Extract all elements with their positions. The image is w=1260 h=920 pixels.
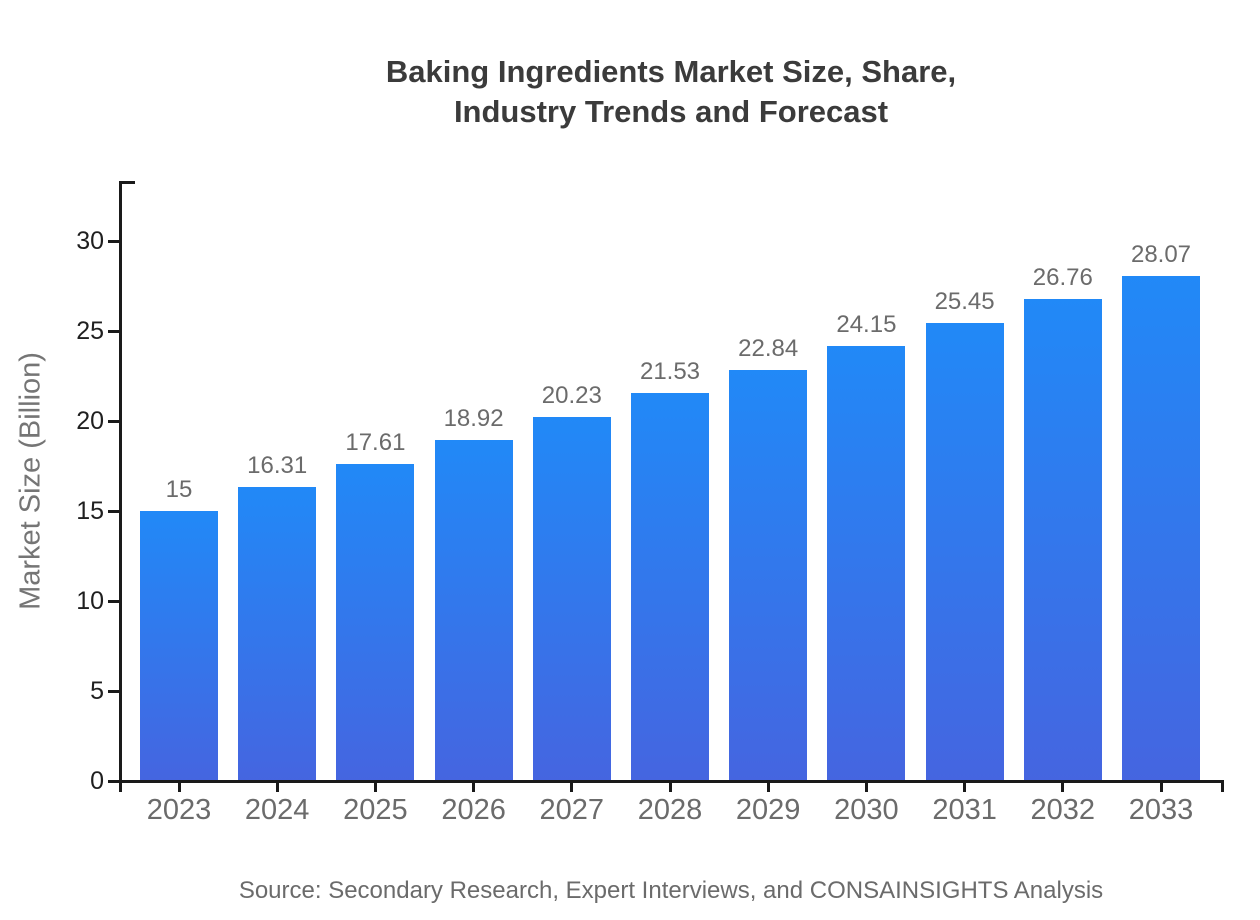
y-tick	[108, 779, 120, 783]
y-axis-line	[118, 181, 122, 792]
x-tick	[570, 781, 574, 792]
y-tick	[108, 239, 120, 243]
y-tick-label: 25	[76, 317, 104, 345]
x-tick-label: 2027	[539, 794, 605, 826]
x-tick	[1159, 781, 1163, 792]
bar	[532, 416, 611, 781]
bar	[827, 346, 906, 781]
bar-value-label: 26.76	[1032, 264, 1093, 292]
y-tick-label: 15	[76, 497, 104, 525]
x-tick-label: 2032	[1030, 794, 1096, 826]
y-tick-label: 20	[76, 407, 104, 435]
bar-value-label: 24.15	[836, 311, 897, 339]
y-tick	[108, 419, 120, 423]
x-axis-line	[118, 779, 1224, 783]
x-tick	[472, 781, 476, 792]
x-tick	[668, 781, 672, 792]
source-note: Source: Secondary Research, Expert Inter…	[238, 877, 1104, 904]
bar	[1122, 275, 1200, 781]
bar	[238, 487, 317, 781]
y-axis-top-cap	[118, 181, 135, 184]
x-tick	[373, 781, 377, 792]
y-tick	[108, 689, 120, 693]
y-tick	[108, 599, 120, 603]
x-tick	[864, 781, 868, 792]
bar	[434, 440, 513, 781]
bar	[1023, 299, 1102, 781]
x-axis-end-cap	[1220, 781, 1224, 792]
x-tick-label: 2025	[343, 794, 408, 826]
bar-value-label: 21.53	[639, 358, 701, 386]
x-tick	[963, 781, 967, 792]
bar-value-label: 20.23	[541, 381, 602, 409]
x-tick	[1061, 781, 1065, 792]
bar	[631, 393, 709, 781]
y-tick-label: 10	[76, 587, 104, 615]
bar-value-label: 28.07	[1130, 240, 1192, 268]
bar-value-label: 25.45	[934, 287, 995, 315]
chart-title-line2: Industry Trends and Forecast	[453, 94, 889, 129]
chart-title: Baking Ingredients Market Size, Share, I…	[120, 52, 1222, 132]
x-tick-label: 2023	[146, 794, 212, 826]
y-tick	[108, 329, 120, 333]
bar-value-label: 15	[165, 476, 193, 503]
y-tick-label: 5	[90, 677, 104, 705]
bar	[336, 464, 415, 781]
x-tick	[766, 781, 770, 792]
bar-value-label: 16.31	[247, 452, 308, 480]
x-tick-label: 2028	[637, 794, 703, 826]
x-tick-label: 2033	[1128, 794, 1194, 826]
y-tick-label: 0	[90, 767, 104, 795]
bar-value-label: 17.61	[345, 429, 406, 457]
x-tick-label: 2024	[244, 794, 310, 826]
chart-title-line1: Baking Ingredients Market Size, Share,	[385, 54, 957, 89]
bar	[140, 511, 218, 781]
y-tick-label: 30	[76, 227, 104, 255]
x-tick	[177, 781, 181, 792]
y-tick	[108, 509, 120, 513]
bar	[729, 369, 808, 781]
x-tick-label: 2030	[834, 794, 899, 826]
bar-value-label: 18.92	[443, 405, 504, 433]
x-tick-label: 2031	[932, 794, 997, 826]
bar	[925, 322, 1004, 781]
x-tick-label: 2026	[441, 794, 506, 826]
x-tick-label: 2029	[735, 794, 801, 826]
x-tick	[275, 781, 279, 792]
bar-value-label: 22.84	[738, 334, 799, 362]
